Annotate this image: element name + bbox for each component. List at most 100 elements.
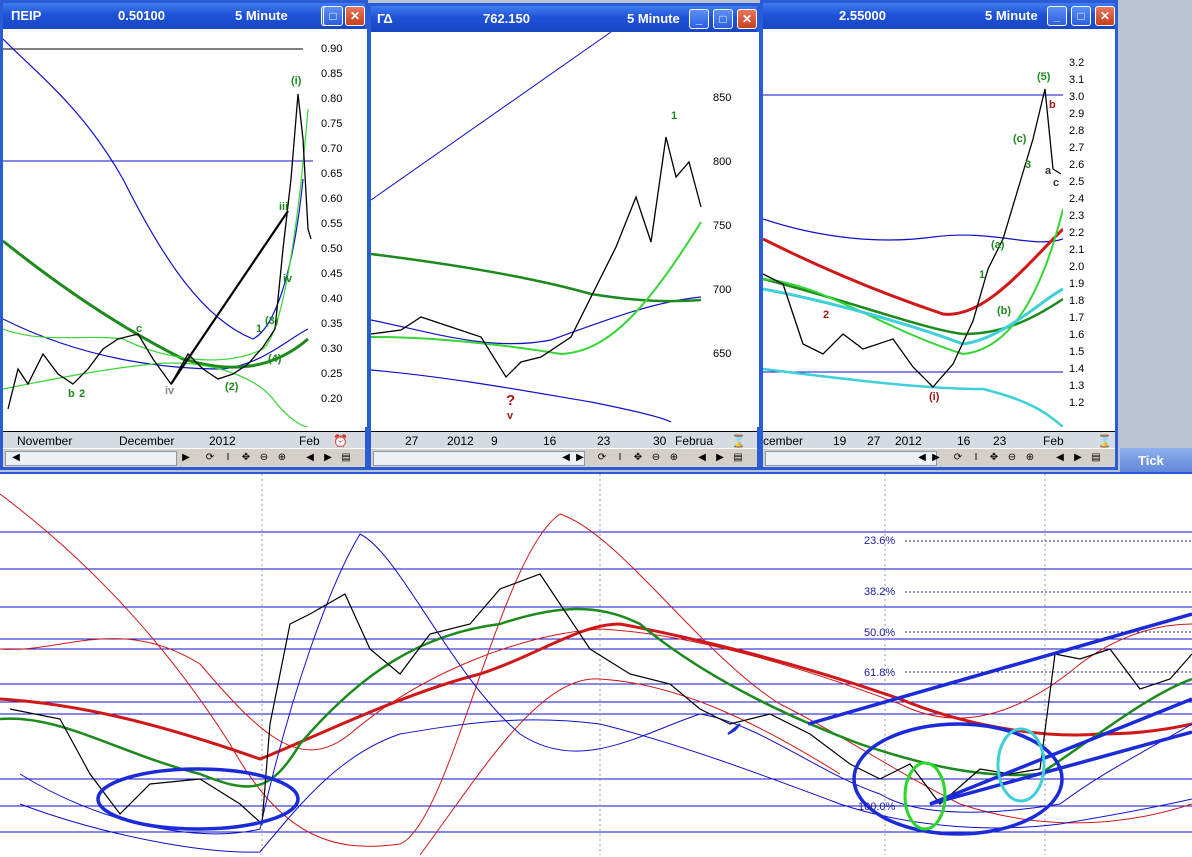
x-label: 2012	[447, 434, 474, 448]
wave-label: iv	[283, 273, 293, 285]
wave-label: (b)	[997, 305, 1012, 317]
next-icon[interactable]: ▶	[1074, 452, 1082, 463]
scroll-right-icon[interactable]: ▶	[182, 452, 190, 463]
x-label: 27	[867, 434, 881, 448]
y-tick: 0.35	[321, 318, 343, 330]
price-chart[interactable]	[371, 32, 707, 427]
move-icon[interactable]: ✥	[241, 452, 251, 463]
wave-label: b	[1049, 99, 1056, 111]
y-tick: 1.2	[1069, 397, 1085, 409]
move-icon[interactable]: ✥	[633, 452, 643, 463]
restore-button[interactable]: □	[323, 6, 343, 26]
wave-label: (c)	[1013, 133, 1027, 145]
restore-button[interactable]: □	[713, 9, 733, 29]
zoom-out-icon[interactable]: ⊖	[1007, 452, 1017, 463]
cycle-icon[interactable]: ⟳	[205, 452, 215, 463]
restore-button[interactable]: □	[1071, 6, 1091, 26]
x-label: Feb	[1043, 434, 1064, 448]
tick-chart-window: 23.6% 38.2% 50.0% 61.8% 100.0%	[0, 472, 1192, 857]
window-price: 762.150	[483, 11, 530, 26]
y-tick: 0.50	[321, 243, 343, 255]
wave-label: 1	[671, 110, 678, 122]
menu-icon[interactable]: ▤	[341, 452, 351, 463]
horizontal-scrollbar[interactable]	[765, 451, 937, 466]
close-button[interactable]: ✕	[737, 9, 757, 29]
move-icon[interactable]: ✥	[989, 452, 999, 463]
y-tick: 1.7	[1069, 312, 1085, 324]
wave-label: (4)	[268, 353, 282, 365]
y-tick: 3.0	[1069, 91, 1085, 103]
zoom-in-icon[interactable]: ⊕	[669, 452, 679, 463]
y-tick: 2.9	[1069, 108, 1085, 120]
y-tick: 800	[713, 156, 732, 168]
hourglass-icon[interactable]: ⌛	[1097, 434, 1112, 448]
x-axis: cember 19 27 2012 16 23 Feb ⌛	[763, 431, 1115, 450]
zoom-in-icon[interactable]: ⊕	[277, 452, 287, 463]
wave-label: b	[68, 388, 75, 400]
wave-label: 1	[979, 269, 986, 281]
alarm-icon[interactable]: ⏰	[333, 434, 348, 448]
info-icon[interactable]: I	[618, 452, 622, 463]
cycle-icon[interactable]: ⟳	[597, 452, 607, 463]
x-axis: 27 2012 9 16 23 30 Februa ⌛	[371, 431, 757, 450]
chart-window-gd: ΓΔ 762.150 5 Minute _ □ ✕ 850 800 750 70…	[368, 3, 760, 470]
wave-label: c	[136, 323, 143, 335]
y-tick: 1.6	[1069, 329, 1085, 341]
y-tick: 2.2	[1069, 227, 1085, 239]
minimize-button[interactable]: _	[1047, 6, 1067, 26]
y-axis: 850 800 750 700 650	[707, 32, 759, 427]
tick-chart[interactable]	[0, 474, 1192, 855]
x-label: December	[119, 434, 175, 448]
x-label: 16	[957, 434, 971, 448]
zoom-out-icon[interactable]: ⊖	[651, 452, 661, 463]
chart-toolbar: ◀ ▶ ⟳ I ✥ ⊖ ⊕ ◀ ▶ ▤	[371, 448, 757, 467]
wave-label: 1	[256, 323, 263, 335]
zoom-out-icon[interactable]: ⊖	[259, 452, 269, 463]
scroll-right-icon[interactable]: ▶	[932, 452, 940, 463]
fib-level-label: 100.0%	[858, 801, 896, 813]
prev-icon[interactable]: ◀	[1056, 452, 1064, 463]
next-icon[interactable]: ▶	[716, 452, 724, 463]
y-tick: 1.5	[1069, 346, 1085, 358]
wave-label: v	[507, 410, 514, 422]
price-chart[interactable]	[763, 29, 1063, 427]
chart-toolbar: ◀ ▶ ⟳ I ✥ ⊖ ⊕ ◀ ▶ ▤	[3, 448, 365, 467]
menu-icon[interactable]: ▤	[1091, 452, 1101, 463]
horizontal-scrollbar[interactable]	[5, 451, 177, 466]
zoom-in-icon[interactable]: ⊕	[1025, 452, 1035, 463]
y-tick: 0.70	[321, 143, 343, 155]
horizontal-scrollbar[interactable]	[373, 451, 585, 466]
title-bar[interactable]: 2.55000 5 Minute _ □ ✕	[763, 3, 1115, 29]
y-tick: 2.4	[1069, 193, 1085, 205]
x-label: 2012	[895, 434, 922, 448]
info-icon[interactable]: I	[226, 452, 230, 463]
wave-label: (2)	[225, 381, 239, 393]
wave-label: c	[1053, 177, 1060, 189]
minimize-button[interactable]: _	[689, 9, 709, 29]
wave-label: (a)	[991, 239, 1005, 251]
scroll-right-icon[interactable]: ▶	[576, 452, 584, 463]
y-tick: 2.1	[1069, 244, 1085, 256]
prev-icon[interactable]: ◀	[306, 452, 314, 463]
price-chart[interactable]	[3, 29, 313, 427]
wave-label: a	[1045, 165, 1052, 177]
hourglass-icon[interactable]: ⌛	[731, 434, 746, 448]
cycle-icon[interactable]: ⟳	[953, 452, 963, 463]
wave-label: (5)	[1037, 71, 1051, 83]
scroll-left-icon[interactable]: ◀	[12, 452, 20, 463]
next-icon[interactable]: ▶	[324, 452, 332, 463]
chart-toolbar: ◀ ▶ ⟳ I ✥ ⊖ ⊕ ◀ ▶ ▤	[763, 448, 1115, 467]
title-bar[interactable]: ΠΕΙΡ 0.50100 5 Minute _ □ ✕	[3, 3, 365, 29]
close-button[interactable]: ✕	[345, 6, 365, 26]
prev-icon[interactable]: ◀	[698, 452, 706, 463]
title-bar[interactable]: ΓΔ 762.150 5 Minute _ □ ✕	[371, 6, 757, 32]
menu-icon[interactable]: ▤	[733, 452, 743, 463]
y-tick: 0.55	[321, 218, 343, 230]
close-button[interactable]: ✕	[1095, 6, 1115, 26]
info-icon[interactable]: I	[974, 452, 978, 463]
scroll-left-icon[interactable]: ◀	[918, 452, 926, 463]
scroll-left-icon[interactable]: ◀	[562, 452, 570, 463]
x-label: November	[17, 434, 73, 448]
y-tick: 0.85	[321, 68, 343, 80]
tick-window-tab[interactable]: Tick	[1120, 448, 1192, 474]
